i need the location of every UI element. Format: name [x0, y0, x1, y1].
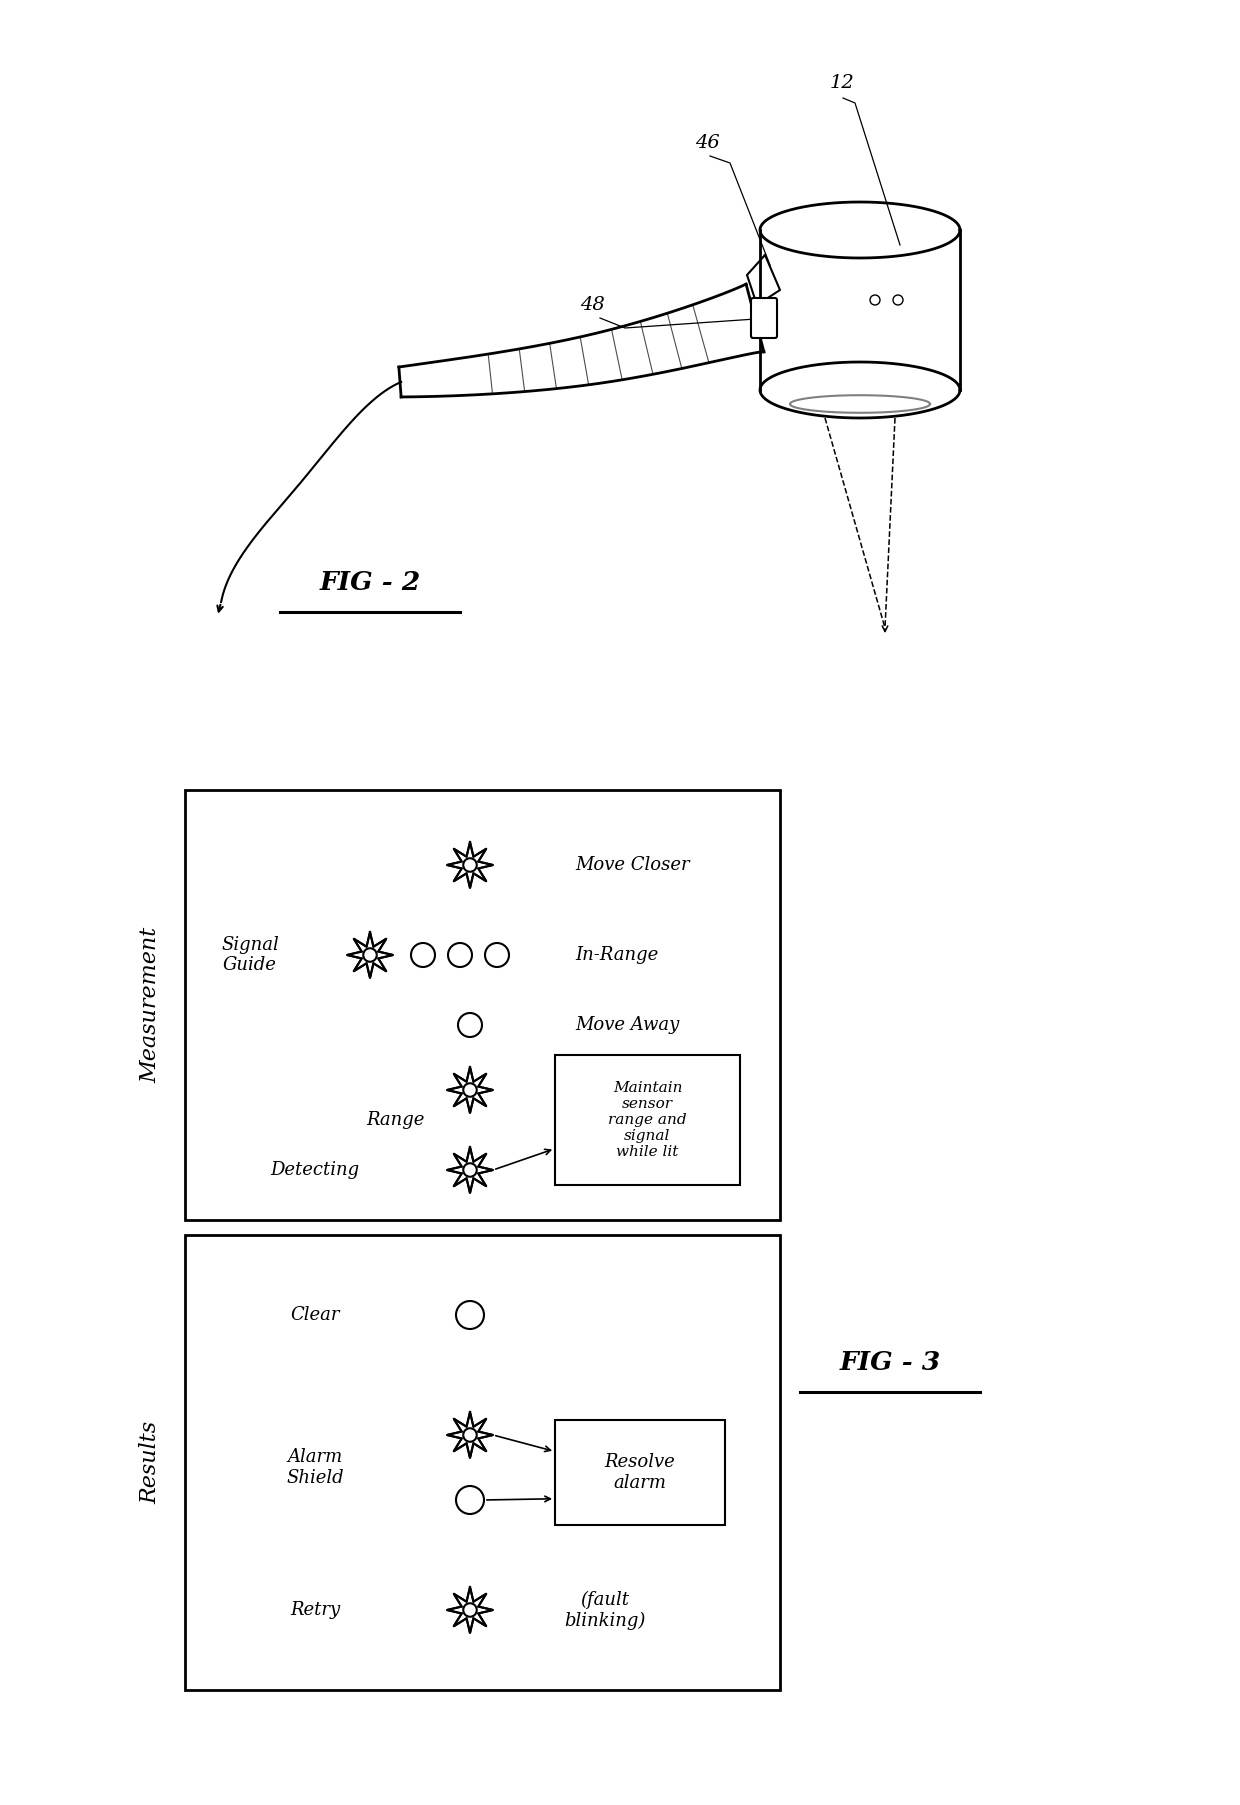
Text: FIG - 2: FIG - 2 — [320, 570, 420, 596]
Circle shape — [458, 1013, 482, 1038]
Circle shape — [464, 1162, 476, 1177]
Text: Move Away: Move Away — [575, 1016, 680, 1034]
Bar — [185, 791, 780, 1220]
Text: Measurement: Measurement — [139, 928, 161, 1083]
Circle shape — [464, 1428, 476, 1442]
FancyBboxPatch shape — [751, 298, 777, 338]
Polygon shape — [446, 1146, 494, 1193]
Circle shape — [893, 294, 903, 305]
Text: Alarm
Shield: Alarm Shield — [286, 1448, 343, 1487]
Circle shape — [363, 948, 377, 962]
Circle shape — [464, 1603, 476, 1617]
Text: Move Closer: Move Closer — [575, 856, 689, 874]
Circle shape — [456, 1301, 484, 1328]
Polygon shape — [446, 1587, 494, 1634]
Bar — [556, 1054, 740, 1186]
Circle shape — [485, 942, 508, 967]
Circle shape — [464, 1083, 476, 1097]
Polygon shape — [446, 841, 494, 888]
Text: Range: Range — [366, 1112, 424, 1128]
Text: Maintain
sensor
range and
signal
while lit: Maintain sensor range and signal while l… — [608, 1081, 687, 1159]
Text: Resolve
alarm: Resolve alarm — [605, 1453, 676, 1493]
Text: Signal
Guide: Signal Guide — [221, 935, 279, 975]
Polygon shape — [446, 1067, 494, 1114]
Bar — [185, 1235, 780, 1689]
Text: 48: 48 — [580, 296, 605, 314]
Text: Results: Results — [139, 1421, 161, 1504]
Circle shape — [464, 857, 476, 872]
Text: (fault
blinking): (fault blinking) — [564, 1590, 646, 1630]
Text: 46: 46 — [694, 134, 719, 152]
Bar — [556, 1421, 725, 1525]
Text: FIG - 3: FIG - 3 — [839, 1350, 941, 1375]
Text: Clear: Clear — [290, 1307, 340, 1325]
Text: 12: 12 — [830, 74, 854, 92]
Text: Detecting: Detecting — [270, 1161, 360, 1179]
Circle shape — [870, 294, 880, 305]
Polygon shape — [446, 1412, 494, 1458]
Text: Retry: Retry — [290, 1601, 340, 1619]
Text: In-Range: In-Range — [575, 946, 658, 964]
Circle shape — [448, 942, 472, 967]
Polygon shape — [347, 931, 393, 978]
Circle shape — [410, 942, 435, 967]
Circle shape — [456, 1486, 484, 1514]
